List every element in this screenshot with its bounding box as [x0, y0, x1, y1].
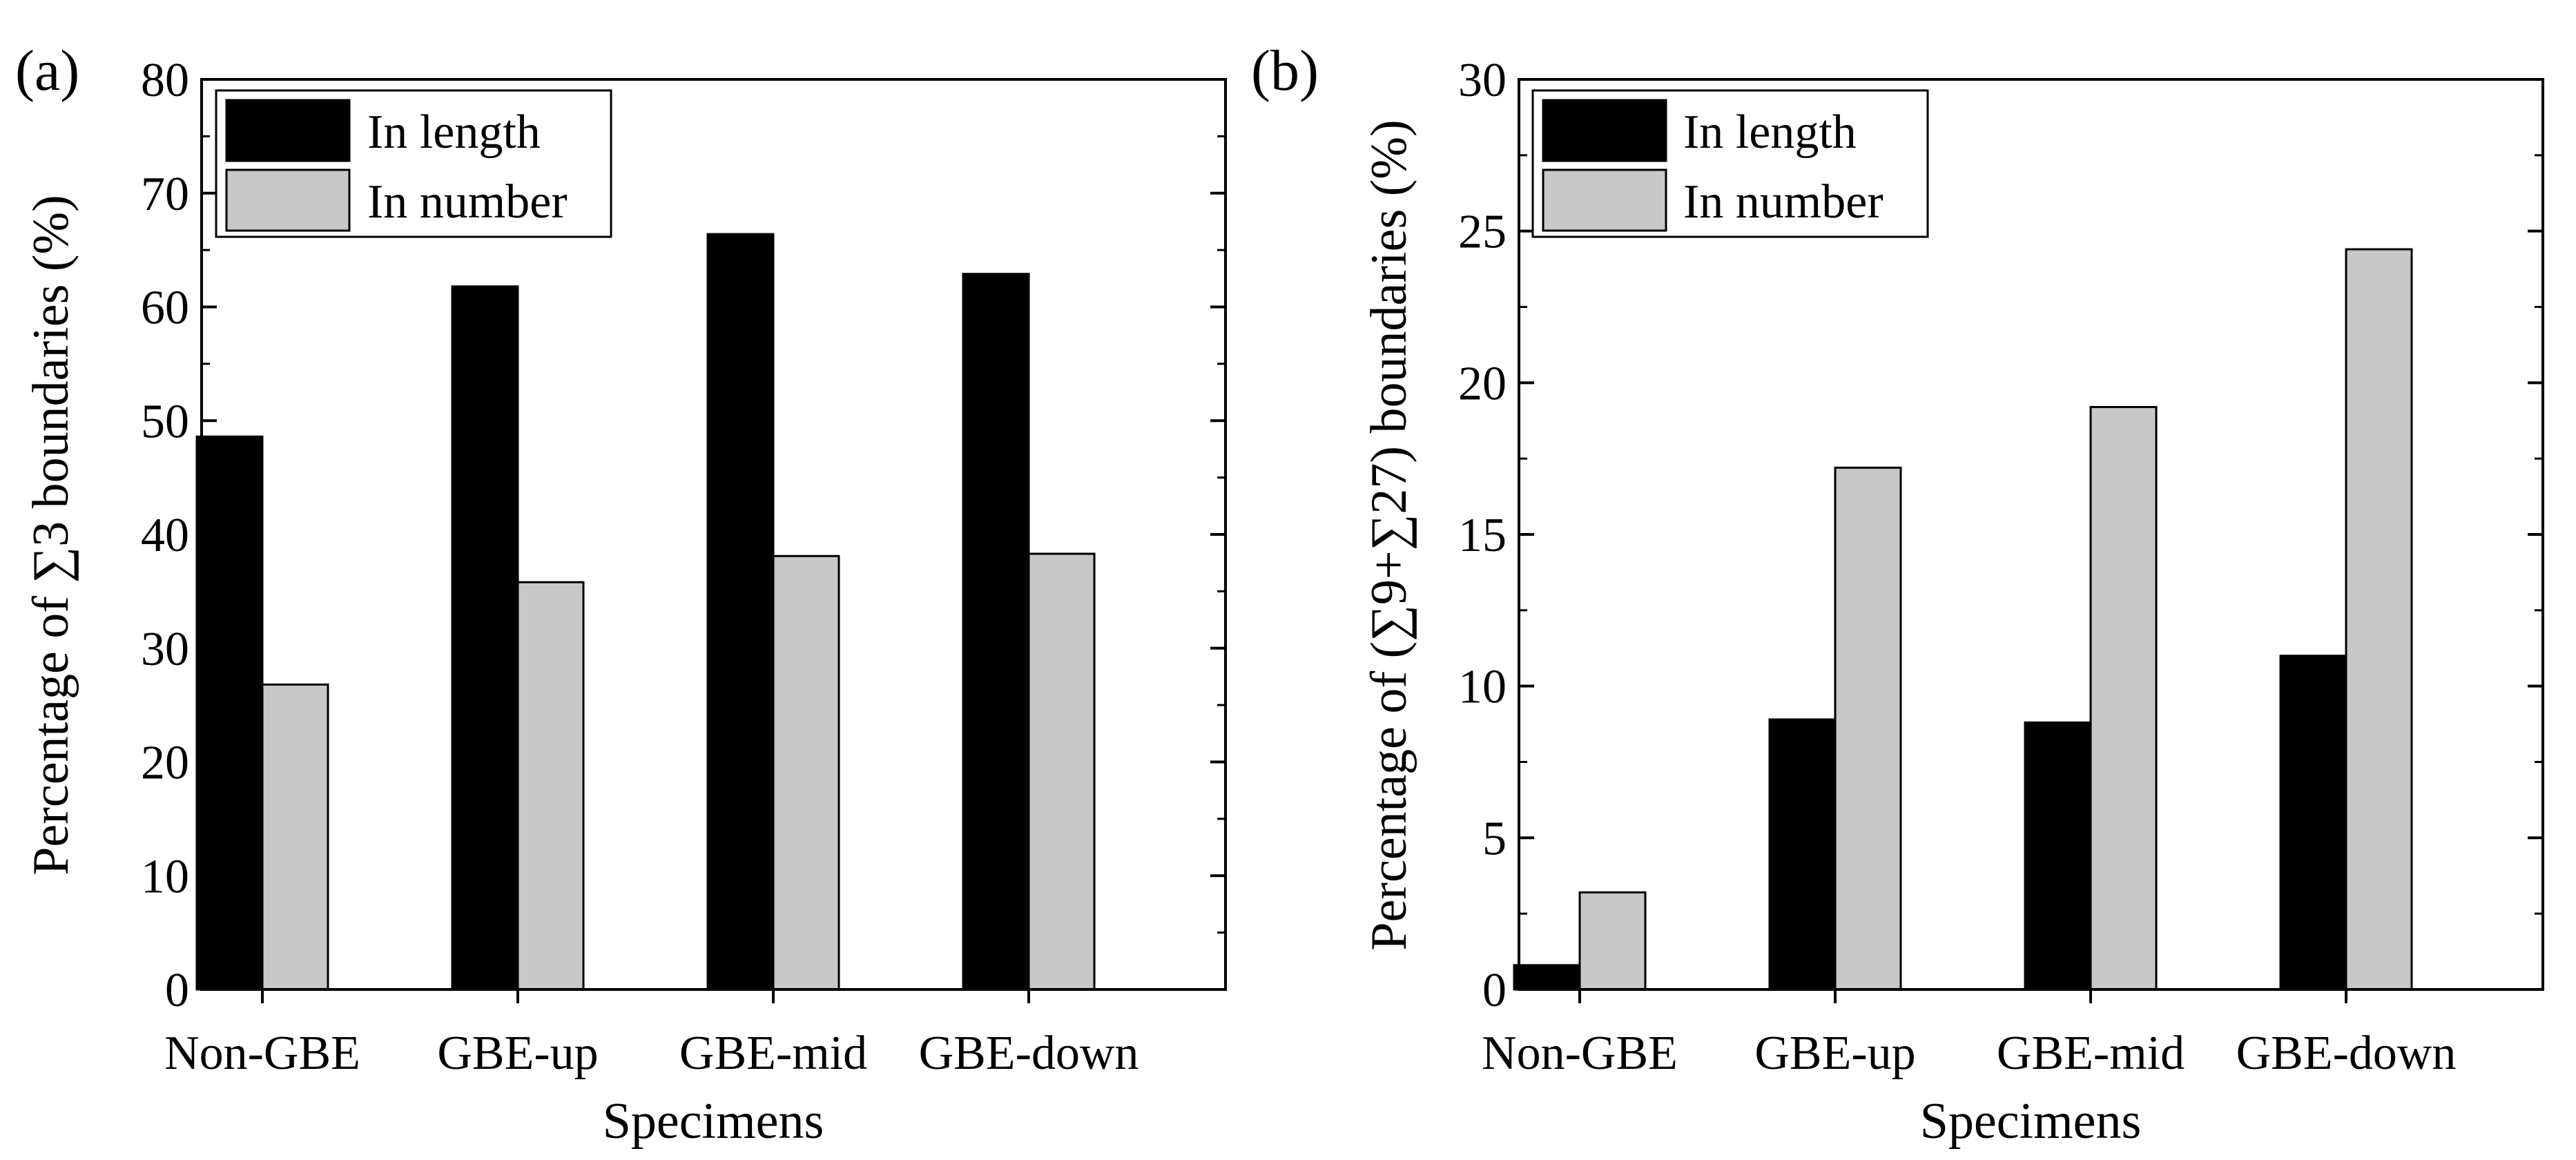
bar-in-number-non-gbe [1578, 891, 1647, 991]
panel-b-plot-frame [1518, 78, 2544, 991]
bar-in-number-gbe-down [2345, 248, 2413, 991]
panel-b-y-tick-label: 5 [1482, 812, 1507, 865]
panel-a-y-tick-label: 80 [141, 54, 189, 107]
panel-b-x-tick-label: GBE-mid [1997, 1027, 2185, 1080]
panel-b-x-tick-label: Non-GBE [1482, 1027, 1678, 1080]
panel-a-label: (a) [15, 39, 79, 103]
bar-in-length-gbe-up [1768, 718, 1837, 991]
panel-a-x-tick-label: GBE-mid [679, 1027, 867, 1080]
panel-b-y-tick-label: 10 [1458, 661, 1507, 714]
panel-a-y-tick-label: 50 [141, 395, 189, 448]
panel-b-ylabel: Percentage of (∑9+∑27) boundaries (%) [1361, 119, 1417, 950]
panel-a-ylabel-group: Percentage of ∑3 boundaries (%) [23, 195, 79, 876]
panel-a-legend: In length In number [215, 89, 612, 238]
panel-a-ylabel: Percentage of ∑3 boundaries (%) [23, 195, 79, 876]
panel-a-x-tick-labels: Non-GBE GBE-up GBE-mid GBE-down [164, 989, 1139, 1080]
panel-b-legend-label-number: In number [1683, 175, 1883, 229]
bar-in-length-gbe-mid [706, 233, 775, 991]
panel-a-xlabel: Specimens [603, 1093, 824, 1150]
panel-a-legend-swatch-number [225, 168, 351, 232]
panel-a-plot-frame [200, 78, 1227, 991]
panel-a-y-tick-label: 30 [141, 623, 189, 676]
bar-in-length-gbe-mid [2024, 721, 2092, 991]
bar-in-length-non-gbe [1513, 964, 1581, 991]
panel-b-x-tick-labels: Non-GBE GBE-up GBE-mid GBE-down [1482, 989, 2456, 1080]
panel-a-x-tick-label: Non-GBE [164, 1027, 360, 1080]
panel-a-y-tick-label: 70 [141, 168, 189, 221]
panel-a: (a) Percentage of ∑3 boundaries (%) 0 10 2… [15, 39, 1227, 1150]
bar-in-number-gbe-mid [772, 554, 840, 991]
panel-a-x-tick-label: GBE-down [919, 1027, 1139, 1080]
panel-b-legend-swatch-number [1542, 168, 1667, 232]
panel-b-label: (b) [1251, 39, 1319, 103]
panel-b-x-tick-label: GBE-down [2236, 1027, 2457, 1080]
bar-in-length-non-gbe [195, 435, 264, 991]
panel-b-y-tick-label: 30 [1458, 54, 1507, 107]
panel-a-legend-label-length: In length [367, 106, 541, 159]
bar-in-length-gbe-down [962, 273, 1030, 991]
panel-a-legend-label-number: In number [367, 175, 568, 229]
panel-a-y-tick-label: 60 [141, 282, 189, 335]
panel-b-x-tick-label: GBE-up [1754, 1027, 1915, 1080]
panel-b: (b) Percentage of (∑9+∑27) boundaries (%… [1251, 39, 2544, 1150]
panel-a-y-tick-label: 40 [141, 509, 189, 562]
panel-a-y-tick-label: 0 [165, 964, 189, 1017]
panel-a-x-tick-label: GBE-up [437, 1027, 598, 1080]
bar-in-number-gbe-mid [2089, 405, 2158, 991]
bar-in-number-non-gbe [261, 683, 329, 991]
panel-a-y-tick-label: 20 [141, 737, 189, 790]
bar-in-number-gbe-up [1834, 466, 1902, 991]
bar-in-number-gbe-up [516, 581, 585, 991]
panel-b-y-tick-label: 25 [1458, 206, 1507, 259]
panel-b-y-ticks: 0 5 10 15 20 25 30 [1458, 54, 2543, 1017]
panel-b-legend-label-length: In length [1683, 106, 1857, 159]
bar-in-length-gbe-up [451, 285, 519, 991]
panel-b-bars [1513, 248, 2413, 991]
panel-b-ylabel-group: Percentage of (∑9+∑27) boundaries (%) [1361, 119, 1417, 950]
panel-b-xlabel: Specimens [1920, 1093, 2142, 1150]
bar-in-length-gbe-down [2279, 655, 2347, 991]
panel-b-legend: In length In number [1531, 89, 1929, 238]
panel-b-y-tick-label: 20 [1458, 357, 1507, 410]
panel-b-legend-swatch-length [1542, 99, 1667, 162]
bar-in-number-gbe-down [1027, 552, 1096, 991]
panel-a-bars [195, 233, 1096, 991]
panel-b-y-tick-label: 15 [1458, 509, 1507, 562]
panel-a-y-ticks: 0 10 20 30 40 50 60 70 80 [141, 54, 1226, 1017]
panel-a-y-tick-label: 10 [141, 850, 189, 903]
panel-b-y-tick-label: 0 [1482, 964, 1507, 1017]
panel-a-legend-swatch-length [225, 99, 351, 162]
